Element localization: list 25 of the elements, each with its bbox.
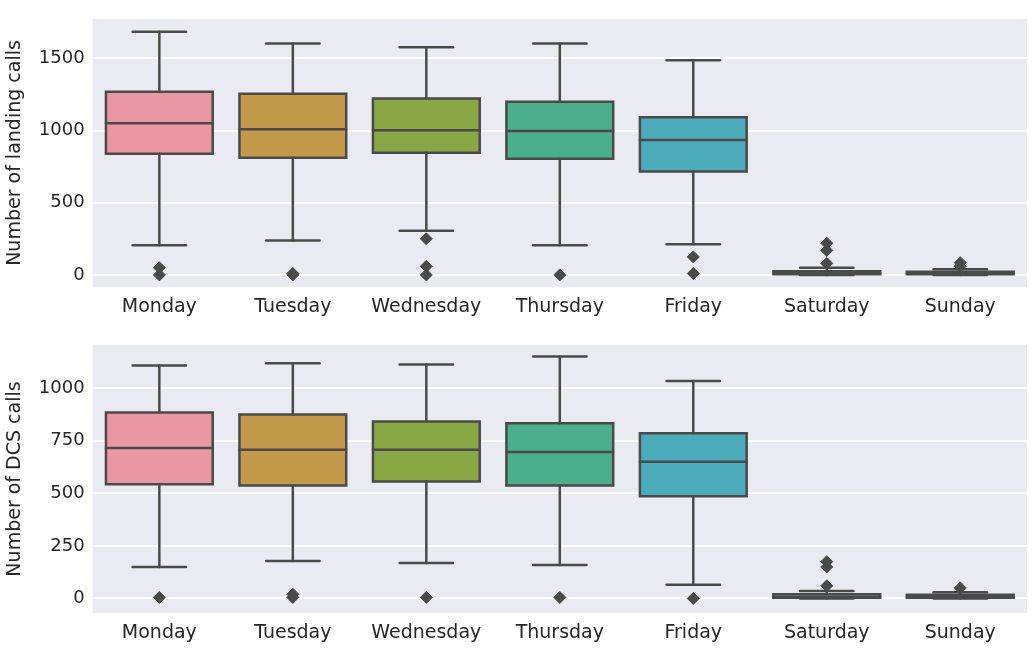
x-tick-label: Saturday	[783, 293, 870, 316]
x-tick-label: Thursday	[514, 619, 604, 642]
x-tick-label: Wednesday	[371, 619, 482, 642]
x-tick-label: Sunday	[924, 619, 996, 642]
y-tick-label: 500	[50, 480, 85, 502]
y-axis-title: Number of DCS calls	[2, 381, 25, 577]
x-tick-label: Tuesday	[253, 293, 332, 316]
x-tick-label: Tuesday	[253, 619, 332, 642]
y-axis-title: Number of landing calls	[2, 40, 25, 266]
y-tick-label: 0	[73, 262, 85, 284]
x-tick-label: Sunday	[924, 293, 996, 316]
y-tick-label: 1500	[38, 46, 85, 68]
y-tick-label: 750	[50, 428, 85, 450]
x-tick-label: Friday	[664, 619, 723, 642]
x-tick-label: Saturday	[783, 619, 870, 642]
x-tick-label: Friday	[664, 293, 723, 316]
y-tick-label: 250	[50, 533, 85, 555]
y-tick-label: 1000	[38, 118, 85, 140]
x-tick-label: Monday	[121, 619, 197, 642]
x-tick-label: Thursday	[514, 293, 604, 316]
y-tick-label: 1000	[38, 375, 85, 397]
x-tick-label: Monday	[121, 293, 197, 316]
x-tick-label: Wednesday	[371, 293, 482, 316]
y-tick-label: 500	[50, 190, 85, 212]
y-tick-label: 0	[73, 586, 85, 608]
